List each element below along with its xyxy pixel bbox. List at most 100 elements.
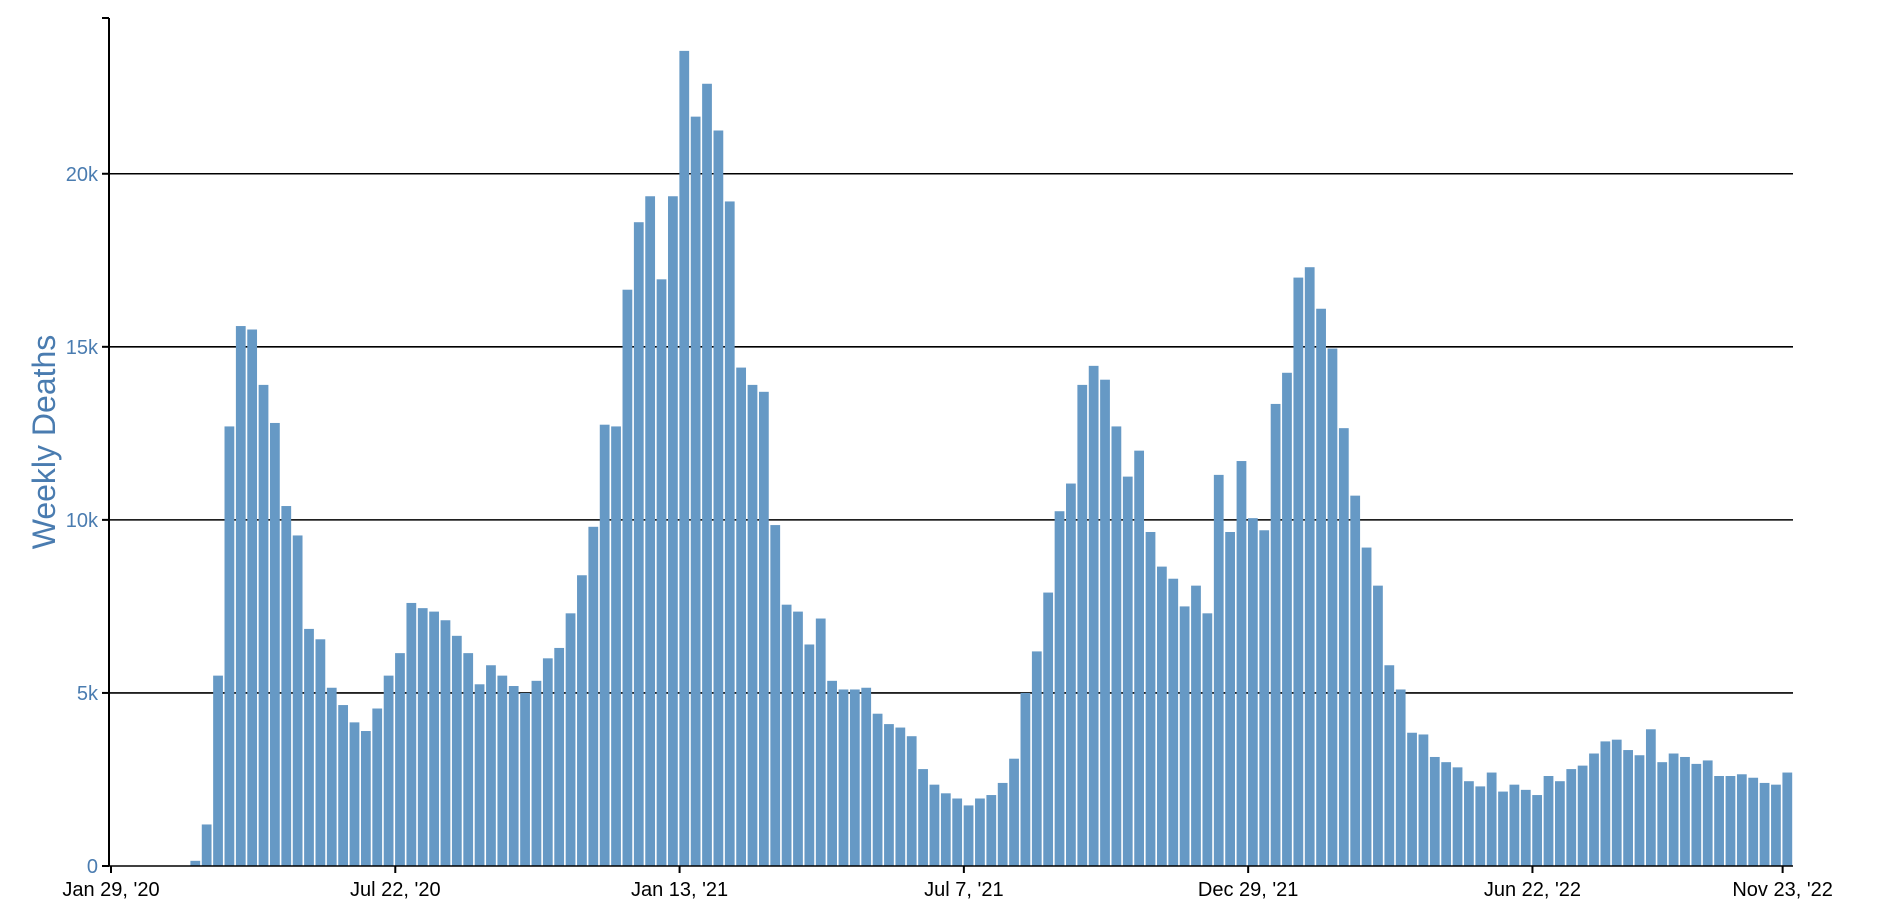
x-tick-label: Jul 7, '21 [924, 879, 1003, 901]
y-tick-label: 5k [77, 683, 99, 705]
x-tick-label: Jul 22, '20 [350, 879, 441, 901]
bar [417, 608, 428, 866]
bar [1520, 789, 1531, 866]
y-axis-ticks: 0 5k 10k 15k 20k [66, 164, 109, 878]
x-tick-label: Jan 29, '20 [62, 879, 159, 901]
bar [1031, 651, 1042, 866]
bar [1714, 776, 1724, 866]
bar [201, 824, 212, 866]
bar [793, 611, 803, 866]
bar [1702, 760, 1713, 866]
bar [542, 658, 553, 866]
bar [1566, 769, 1577, 866]
bar [1600, 741, 1611, 866]
bar [247, 329, 258, 866]
bar [861, 687, 872, 866]
bar [918, 769, 928, 866]
x-tick-label: Dec 29, '21 [1198, 879, 1299, 901]
bar [804, 644, 815, 866]
bar [1088, 365, 1099, 866]
bar [599, 424, 610, 866]
bar [474, 684, 485, 866]
bar [747, 384, 758, 866]
axes [102, 17, 1793, 867]
bar [1304, 267, 1315, 867]
bar [326, 687, 337, 866]
bar [1327, 348, 1338, 866]
x-axis-ticks: Jan 29, '20 Jul 22, '20 Jan 13, '21 Jul 7, … [62, 866, 1833, 901]
bar [1634, 755, 1645, 866]
x-tick-label: Jun 22, '22 [1484, 879, 1581, 901]
bar [1441, 762, 1452, 866]
bar [406, 602, 417, 866]
bar [315, 639, 326, 866]
bar [588, 526, 599, 866]
bar [1725, 776, 1736, 866]
bar [736, 367, 747, 866]
bar [1020, 692, 1031, 866]
bar [1384, 665, 1395, 866]
bar [1611, 739, 1622, 866]
x-tick-label: Nov 23, '22 [1732, 879, 1833, 901]
y-tick-label: 20k [66, 164, 99, 186]
bar [1225, 531, 1235, 866]
bar [1179, 606, 1190, 866]
bar [372, 708, 383, 866]
bar [679, 50, 690, 866]
bar [1645, 729, 1656, 866]
bar [292, 535, 303, 866]
bar [1145, 531, 1156, 866]
bar [1236, 461, 1247, 866]
bar [872, 713, 883, 866]
bar [1191, 585, 1201, 866]
bar [1338, 428, 1349, 866]
bar [224, 426, 235, 866]
bar [235, 326, 246, 867]
bar [190, 860, 201, 866]
bar [975, 798, 985, 866]
bar [281, 506, 292, 866]
bar [1486, 772, 1497, 866]
bar [1623, 750, 1633, 866]
bar [1373, 585, 1383, 866]
y-tick-label: 10k [66, 510, 99, 532]
bar [554, 647, 565, 866]
bar [1009, 758, 1019, 866]
bar [702, 83, 712, 867]
bar [1043, 592, 1054, 866]
bar [713, 130, 724, 866]
bar [1293, 277, 1304, 867]
bar [1736, 774, 1747, 866]
y-tick-label: 15k [66, 337, 99, 359]
bar [633, 222, 644, 866]
bar [838, 689, 849, 866]
bar [1259, 530, 1270, 866]
bar [1782, 772, 1793, 866]
bar [1475, 786, 1486, 866]
bar [906, 736, 917, 866]
bar [1361, 547, 1372, 866]
bar [929, 784, 940, 866]
bar [1464, 781, 1474, 866]
bar [440, 620, 451, 866]
y-tick-label: 0 [87, 856, 98, 878]
bar [1543, 776, 1554, 866]
bar [1213, 474, 1224, 866]
bar [1350, 495, 1361, 866]
bar [1395, 689, 1406, 866]
bar [1429, 756, 1440, 866]
bar [1202, 613, 1213, 866]
bar [622, 289, 633, 866]
gridlines [110, 172, 1793, 694]
bar [383, 675, 394, 866]
bar [531, 680, 542, 866]
bar [349, 722, 360, 866]
bar [565, 613, 576, 866]
bar [656, 279, 667, 866]
bar [1282, 372, 1292, 866]
bar [429, 611, 439, 866]
bar [645, 196, 656, 867]
bar [781, 604, 792, 866]
bar [611, 426, 621, 866]
x-tick-label: Jan 13, '21 [631, 879, 728, 901]
